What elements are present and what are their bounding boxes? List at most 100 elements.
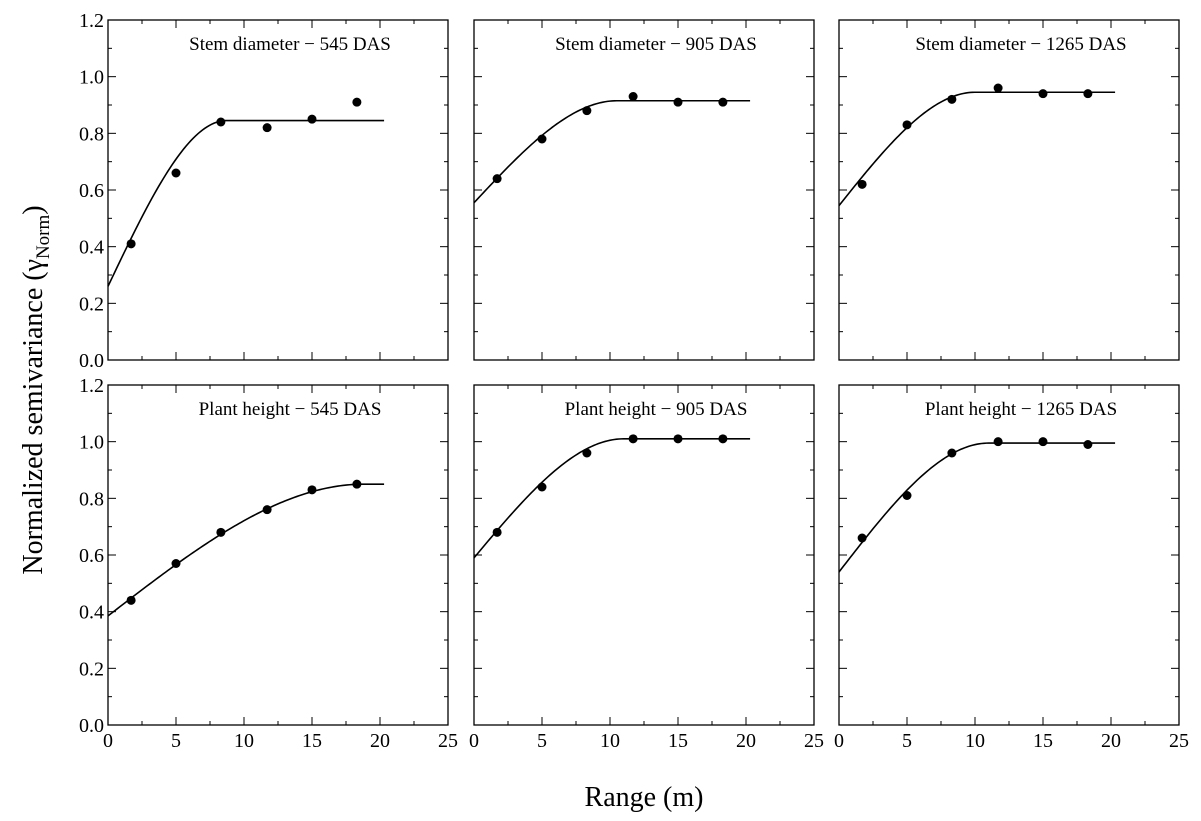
x-tick-label: 25 — [1169, 730, 1189, 752]
panel-1: 0.0 0.2 0.4 0.6 0.8 1.0 1.2 Stem diameter − 545… — [79, 10, 449, 372]
data-point — [857, 179, 867, 189]
x-tick-label: 10 — [234, 730, 254, 752]
data-point — [126, 595, 136, 605]
data-point — [492, 527, 502, 537]
panel-title: Plant height − 1265 DAS — [925, 399, 1117, 420]
y-axis-title-symbol: γ — [18, 259, 49, 272]
data-point — [902, 120, 912, 130]
data-point — [673, 97, 683, 107]
panel-3: Stem diameter − 1265 DAS — [838, 19, 1180, 361]
data-point — [307, 114, 317, 124]
panel-title: Plant height − 545 DAS — [199, 399, 382, 420]
fitted-model-curve — [838, 442, 1116, 573]
panel-frame — [838, 384, 1180, 726]
y-axis-title-close: ) — [18, 205, 49, 214]
data-point — [628, 434, 638, 444]
fitted-model-curve — [107, 483, 385, 617]
y-tick-label: 0.2 — [79, 658, 104, 680]
data-point — [857, 533, 867, 543]
x-axis-title: Range (m) — [585, 782, 704, 813]
x-tick-label: 20 — [1101, 730, 1121, 752]
y-axis-title: Normalized semivariance (γNorm) — [18, 205, 54, 574]
data-point — [718, 434, 728, 444]
y-axis-title-subscript: Norm — [33, 214, 54, 259]
x-tick-label: 20 — [736, 730, 756, 752]
y-tick-label: 0.6 — [79, 180, 104, 202]
data-point — [352, 479, 362, 489]
panel-frame — [473, 19, 815, 361]
y-axis-title-main: Normalized semivariance ( — [18, 271, 49, 574]
data-point — [947, 448, 957, 458]
panel-title: Stem diameter − 545 DAS — [189, 34, 391, 55]
data-point — [1038, 437, 1048, 447]
x-tick-label: 20 — [370, 730, 390, 752]
data-point — [673, 434, 683, 444]
y-tick-label: 0.2 — [79, 293, 104, 315]
panel-6: 0 5 10 15 20 25 Plant height − 1265 DAS — [834, 384, 1189, 752]
data-point — [993, 437, 1003, 447]
data-point — [582, 448, 592, 458]
y-tick-label: 0.0 — [79, 715, 104, 737]
data-point — [902, 491, 912, 500]
panel-title: Plant height − 905 DAS — [565, 399, 748, 420]
panel-frame — [838, 19, 1180, 361]
panel-2: Stem diameter − 905 DAS — [473, 19, 815, 361]
panel-4: 0 5 10 15 20 25 0.0 0.2 0.4 0.6 0.8 1.0 1.2 Plant hei… — [79, 375, 458, 752]
data-point — [1083, 440, 1093, 449]
y-tick-label: 0.8 — [79, 123, 104, 145]
x-tick-label: 15 — [302, 730, 322, 752]
y-tick-label: 0.8 — [79, 488, 104, 510]
data-point — [492, 174, 502, 184]
x-tick-label: 5 — [171, 730, 181, 752]
fitted-model-curve — [107, 119, 385, 287]
data-point — [171, 559, 181, 568]
y-tick-label: 0.6 — [79, 545, 104, 567]
data-point — [171, 168, 181, 178]
data-point — [216, 117, 226, 127]
x-tick-label: 5 — [902, 730, 912, 752]
x-tick-label: 0 — [103, 730, 113, 752]
y-tick-label: 0.0 — [79, 350, 104, 372]
data-point — [216, 527, 226, 537]
x-tick-label: 25 — [804, 730, 824, 752]
x-tick-label: 5 — [537, 730, 547, 752]
data-point — [126, 239, 136, 249]
data-point — [262, 505, 272, 515]
panel-frame — [473, 384, 815, 726]
data-point — [1083, 89, 1093, 99]
panel-frame — [107, 384, 449, 726]
x-tick-label: 15 — [668, 730, 688, 752]
data-point — [582, 106, 592, 116]
x-tick-label: 0 — [834, 730, 844, 752]
panel-frame — [107, 19, 449, 361]
x-tick-label: 25 — [438, 730, 458, 752]
fitted-model-curve — [473, 99, 751, 204]
y-tick-label: 1.0 — [79, 432, 104, 454]
y-tick-label: 0.4 — [79, 602, 104, 624]
panel-title: Stem diameter − 905 DAS — [555, 34, 757, 55]
y-tick-label: 1.2 — [79, 10, 104, 32]
fitted-model-curve — [473, 438, 751, 559]
x-tick-label: 0 — [469, 730, 479, 752]
y-tick-label: 1.2 — [79, 375, 104, 397]
y-tick-label: 1.0 — [79, 67, 104, 89]
x-tick-label: 10 — [965, 730, 985, 752]
x-tick-label: 10 — [600, 730, 620, 752]
data-point — [537, 482, 547, 492]
data-point — [1038, 89, 1048, 99]
fitted-model-curve — [838, 91, 1116, 207]
data-point — [947, 94, 957, 104]
data-point — [352, 97, 362, 107]
data-point — [628, 92, 638, 101]
data-point — [262, 123, 272, 133]
data-point — [718, 97, 728, 107]
data-point — [993, 83, 1003, 93]
data-point — [307, 485, 317, 495]
panel-5: 0 5 10 15 20 25 Plant height − 905 DAS — [469, 384, 824, 752]
y-tick-label: 0.4 — [79, 237, 104, 259]
x-tick-label: 15 — [1033, 730, 1053, 752]
data-point — [537, 134, 547, 144]
panel-title: Stem diameter − 1265 DAS — [915, 34, 1126, 55]
